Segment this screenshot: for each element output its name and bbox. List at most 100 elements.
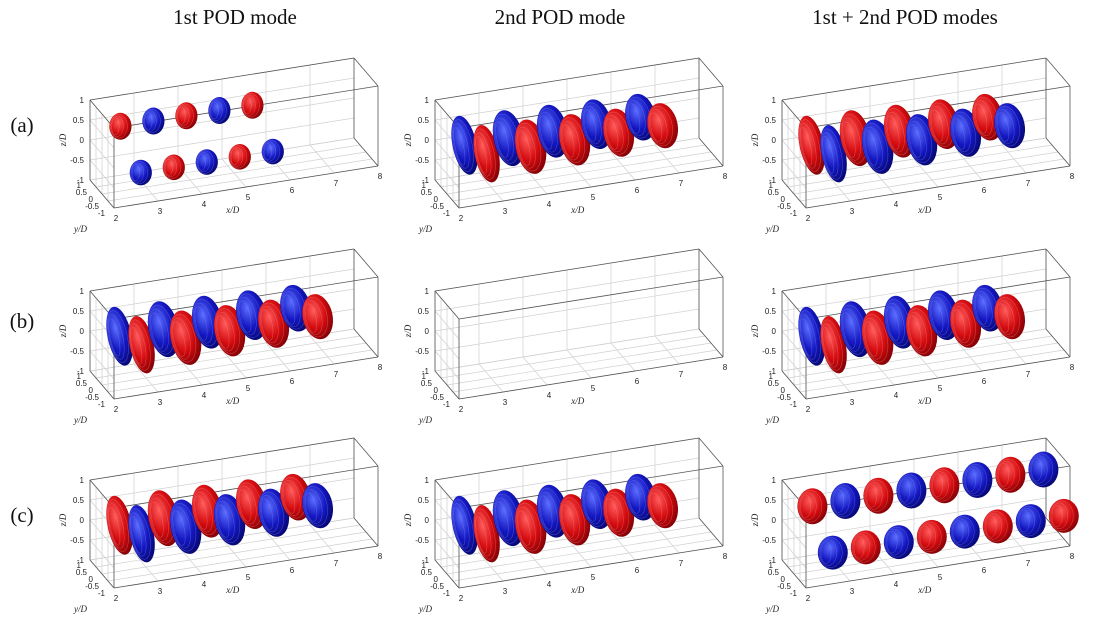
blob-contour (150, 312, 164, 349)
blob-contour (304, 492, 318, 522)
blob-contour (648, 489, 668, 524)
x-tick-label: 2 (114, 214, 119, 223)
x-tick-label: 3 (503, 398, 508, 407)
blob-contour (1018, 509, 1030, 533)
axis-edge (113, 545, 379, 589)
blob-contour (194, 495, 208, 530)
grid-line (434, 137, 700, 181)
grid-line (799, 538, 1065, 582)
axis-edge (698, 248, 724, 278)
y-tick-label: -1 (790, 209, 798, 218)
blob-contour (952, 520, 964, 543)
column-title: 1st POD mode (173, 5, 297, 29)
blob-contour (128, 319, 151, 371)
isosurface-blob (916, 519, 947, 554)
blob-contour (214, 497, 241, 543)
blob-contour (863, 317, 883, 360)
z-tick-label: 1 (772, 96, 777, 105)
blob-contour (627, 483, 641, 514)
blob-contour (495, 121, 509, 158)
isosurface-blob (949, 514, 980, 549)
x-tick-label: 6 (290, 186, 295, 195)
grid-line (452, 349, 718, 393)
isosurface-blob (451, 115, 478, 175)
axis-edge (1045, 328, 1071, 358)
isosurface-blob (162, 154, 185, 181)
isosurface-blob (175, 102, 198, 130)
isosurface-blob (883, 525, 914, 560)
blob-contour (452, 503, 470, 549)
blob-contour (110, 115, 124, 137)
z-tick-label: 0 (425, 136, 430, 145)
y-axis-label: y/D (418, 415, 432, 425)
x-tick-label: 2 (806, 594, 811, 603)
x-tick-label: 2 (459, 405, 464, 414)
axis-edge (113, 356, 379, 400)
x-tick-label: 6 (982, 186, 987, 195)
x-tick-label: 6 (982, 377, 987, 386)
y-tick-label: -1 (443, 589, 451, 598)
grid-line (434, 328, 700, 372)
blob-contour (833, 489, 845, 513)
isosurface-blob (929, 467, 960, 504)
grid-line (787, 144, 1053, 188)
z-tick-label: 0 (425, 327, 430, 336)
blob-contour (559, 497, 586, 543)
axis-edge (353, 137, 379, 167)
blob-contour (216, 315, 230, 349)
blob-contour (494, 117, 514, 161)
axis-edge (698, 328, 724, 358)
column-title: 2nd POD mode (495, 5, 626, 29)
axis-edge (781, 437, 1047, 481)
grid-line (89, 117, 355, 161)
x-tick-label: 6 (290, 566, 295, 575)
blob-contour (282, 294, 296, 325)
z-tick-label: 0 (425, 516, 430, 525)
blob-contour (799, 123, 817, 169)
axis-edge (1045, 248, 1071, 278)
x-tick-label: 3 (158, 587, 163, 596)
z-tick-label: -0.5 (70, 156, 84, 165)
z-tick-label: -0.5 (762, 536, 776, 545)
axis-edge (781, 179, 807, 209)
blob-contour (647, 106, 673, 147)
x-tick-label: 2 (806, 214, 811, 223)
blob-contour (215, 311, 235, 352)
y-tick-label: 0.5 (768, 379, 780, 388)
blob-contour (951, 518, 969, 545)
blob-contour (475, 516, 488, 554)
isosurface-blob (473, 125, 500, 183)
blob-contour (209, 100, 223, 122)
x-tick-label: 5 (246, 573, 251, 582)
blob-contour (818, 537, 843, 568)
z-tick-label: 0.5 (418, 116, 430, 125)
grid-line (95, 335, 361, 379)
isosurface-blob (982, 509, 1013, 544)
isosurface-blob (128, 505, 155, 563)
axis-edge (781, 370, 807, 400)
axis-edge (434, 559, 460, 589)
z-tick-label: -1 (77, 176, 85, 185)
y-tick-label: -1 (790, 400, 798, 409)
blob-contour (605, 118, 619, 150)
blob-contour (841, 308, 861, 352)
x-tick-label: 4 (202, 200, 207, 209)
x-axis-label: x/D (225, 205, 239, 215)
z-tick-label: 0 (772, 516, 777, 525)
y-tick-label: -0.5 (430, 393, 444, 402)
axis-edge (353, 328, 379, 358)
z-tick-label: 1 (772, 287, 777, 296)
blob-contour (798, 310, 821, 363)
y-tick-label: 0 (781, 575, 786, 584)
blob-contour (865, 481, 883, 510)
blob-contour (929, 297, 949, 336)
blob-contour (583, 489, 597, 522)
isosurface-blob (228, 144, 251, 170)
blob-contour (583, 109, 597, 142)
blob-contour (1029, 453, 1054, 486)
y-axis-label: y/D (418, 224, 432, 234)
blob-contour (908, 124, 922, 158)
blob-contour (164, 157, 177, 178)
